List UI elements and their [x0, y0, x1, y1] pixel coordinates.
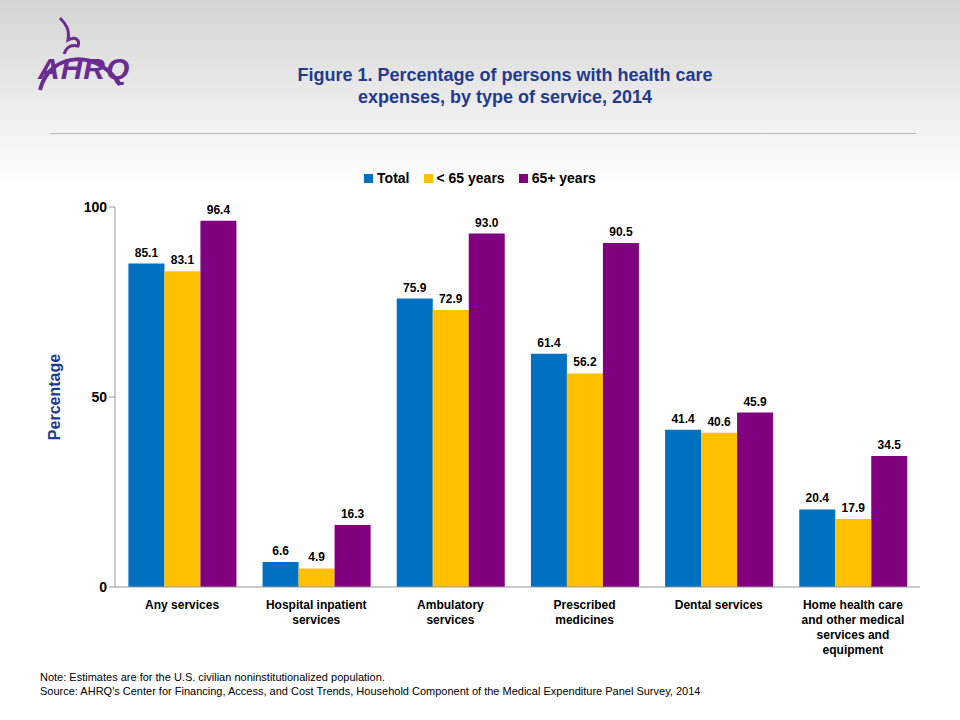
svg-text:50: 50 [91, 389, 107, 405]
svg-text:83.1: 83.1 [171, 253, 195, 267]
html-text:Source: AHRQ's Center for Fina: Source: AHRQ's Center for Financing, Acc… [40, 685, 701, 697]
svg-text:93.0: 93.0 [475, 216, 499, 230]
svg-text:34.5: 34.5 [878, 438, 902, 452]
svg-text:96.4: 96.4 [207, 203, 231, 217]
svg-text:16.3: 16.3 [341, 507, 365, 521]
html-text:Total: Total [377, 170, 410, 186]
svg-text:20.4: 20.4 [806, 491, 830, 505]
html-text:Percentage: Percentage [46, 353, 63, 441]
svg-text:equipment: equipment [823, 643, 884, 657]
html-text:AHRQ: AHRQ [38, 52, 131, 85]
svg-text:Hospital inpatient: Hospital inpatient [266, 598, 367, 612]
svg-text:Any services: Any services [145, 598, 219, 612]
svg-text:Ambulatory: Ambulatory [417, 598, 484, 612]
svg-text:72.9: 72.9 [439, 292, 463, 306]
svg-text:41.4: 41.4 [671, 412, 695, 426]
svg-text:medicines: medicines [555, 613, 614, 627]
svg-text:Home health care: Home health care [803, 598, 903, 612]
svg-text:75.9: 75.9 [403, 281, 427, 295]
svg-text:0: 0 [99, 579, 107, 595]
html-text:Figure 1. Percentage of person: Figure 1. Percentage of persons with hea… [297, 65, 713, 107]
svg-text:services: services [426, 613, 474, 627]
svg-text:6.6: 6.6 [272, 544, 289, 558]
html-text:65+ years: 65+ years [531, 170, 596, 186]
svg-text:100: 100 [84, 199, 108, 215]
svg-text:Dental services: Dental services [675, 598, 763, 612]
svg-text:45.9: 45.9 [743, 395, 767, 409]
html-text:Note: Estimates are for the U.: Note: Estimates are for the U.S. civilia… [40, 671, 385, 683]
svg-text:85.1: 85.1 [135, 246, 159, 260]
html-text:< 65 years: < 65 years [436, 170, 505, 186]
svg-text:61.4: 61.4 [537, 336, 561, 350]
svg-text:services: services [292, 613, 340, 627]
svg-text:90.5: 90.5 [609, 225, 633, 239]
svg-text:40.6: 40.6 [707, 415, 731, 429]
svg-text:and other medical: and other medical [802, 613, 905, 627]
svg-text:services and: services and [817, 628, 890, 642]
svg-text:56.2: 56.2 [573, 355, 597, 369]
svg-text:4.9: 4.9 [308, 550, 325, 564]
svg-text:17.9: 17.9 [842, 501, 866, 515]
svg-text:Prescribed: Prescribed [554, 598, 616, 612]
